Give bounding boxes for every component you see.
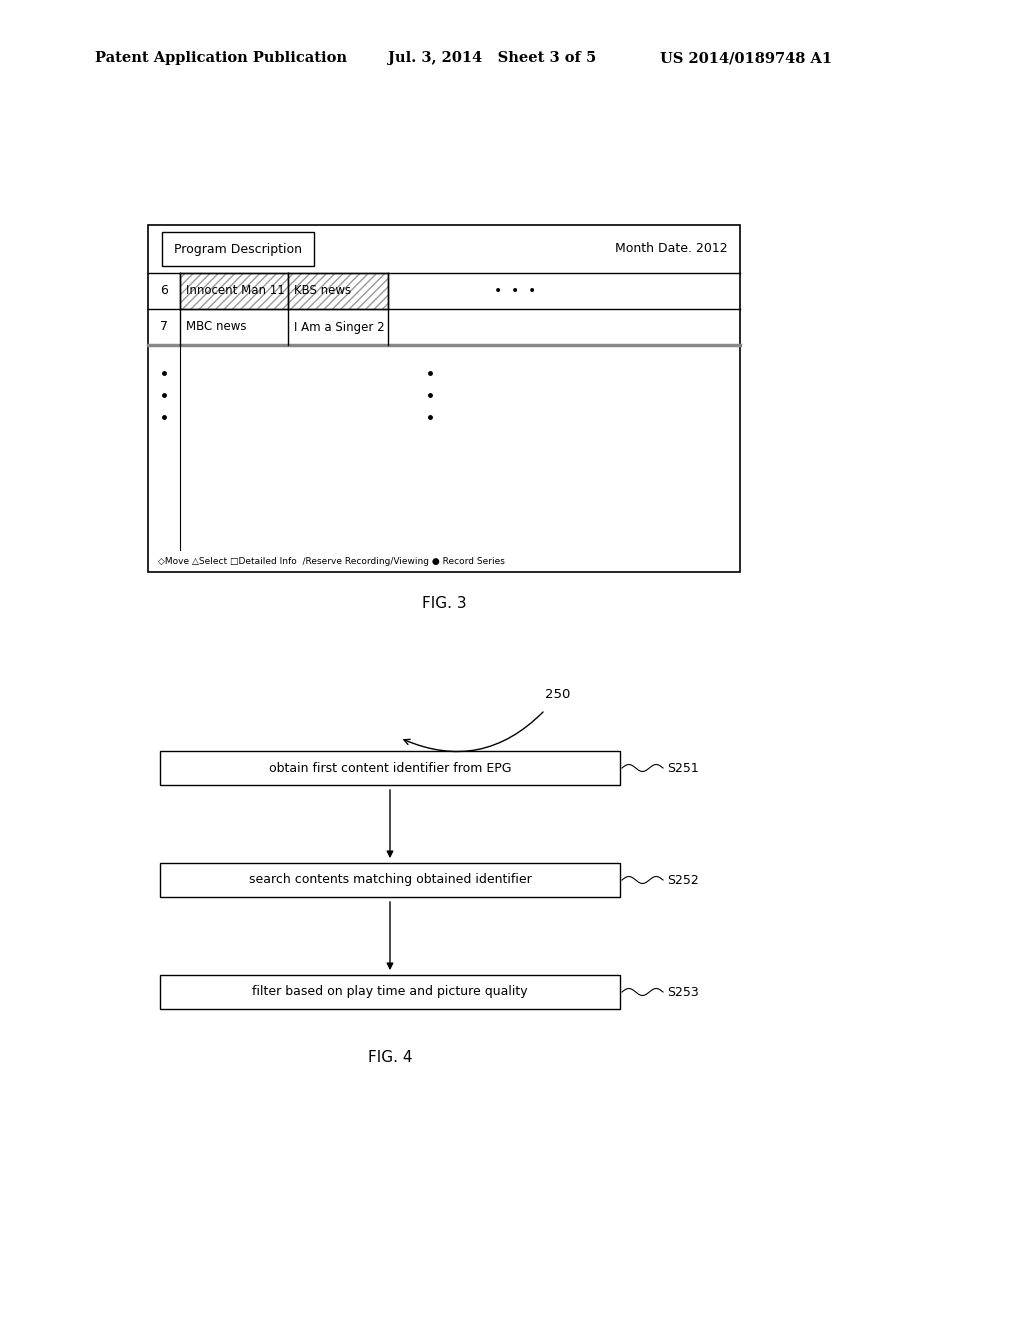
Text: 7: 7 xyxy=(160,321,168,334)
Text: Month Date. 2012: Month Date. 2012 xyxy=(615,243,728,256)
Text: Patent Application Publication: Patent Application Publication xyxy=(95,51,347,65)
Text: 250: 250 xyxy=(545,689,570,701)
Text: US 2014/0189748 A1: US 2014/0189748 A1 xyxy=(660,51,833,65)
Text: S253: S253 xyxy=(667,986,698,998)
Text: 6: 6 xyxy=(160,285,168,297)
Bar xyxy=(162,232,314,267)
Bar xyxy=(160,863,620,898)
Text: Program Description: Program Description xyxy=(174,243,302,256)
Text: S251: S251 xyxy=(667,762,698,775)
Text: obtain first content identifier from EPG: obtain first content identifier from EPG xyxy=(268,762,511,775)
Text: search contents matching obtained identifier: search contents matching obtained identi… xyxy=(249,874,531,887)
Bar xyxy=(180,273,388,309)
Text: KBS news: KBS news xyxy=(294,285,351,297)
Text: I Am a Singer 2: I Am a Singer 2 xyxy=(294,321,385,334)
Text: filter based on play time and picture quality: filter based on play time and picture qu… xyxy=(252,986,527,998)
Text: •  •  •: • • • xyxy=(494,284,536,298)
Text: MBC news: MBC news xyxy=(186,321,247,334)
FancyArrowPatch shape xyxy=(404,711,543,751)
Text: ◇Move △Select □Detailed Info  ∕Reserve Recording/Viewing ● Record Series: ◇Move △Select □Detailed Info ∕Reserve Re… xyxy=(158,557,505,565)
Text: Innocent Man 11: Innocent Man 11 xyxy=(186,285,285,297)
Text: FIG. 3: FIG. 3 xyxy=(422,597,466,611)
Text: Jul. 3, 2014   Sheet 3 of 5: Jul. 3, 2014 Sheet 3 of 5 xyxy=(388,51,596,65)
Bar xyxy=(160,975,620,1008)
Text: S252: S252 xyxy=(667,874,698,887)
Bar xyxy=(160,751,620,785)
Text: FIG. 4: FIG. 4 xyxy=(368,1049,413,1064)
